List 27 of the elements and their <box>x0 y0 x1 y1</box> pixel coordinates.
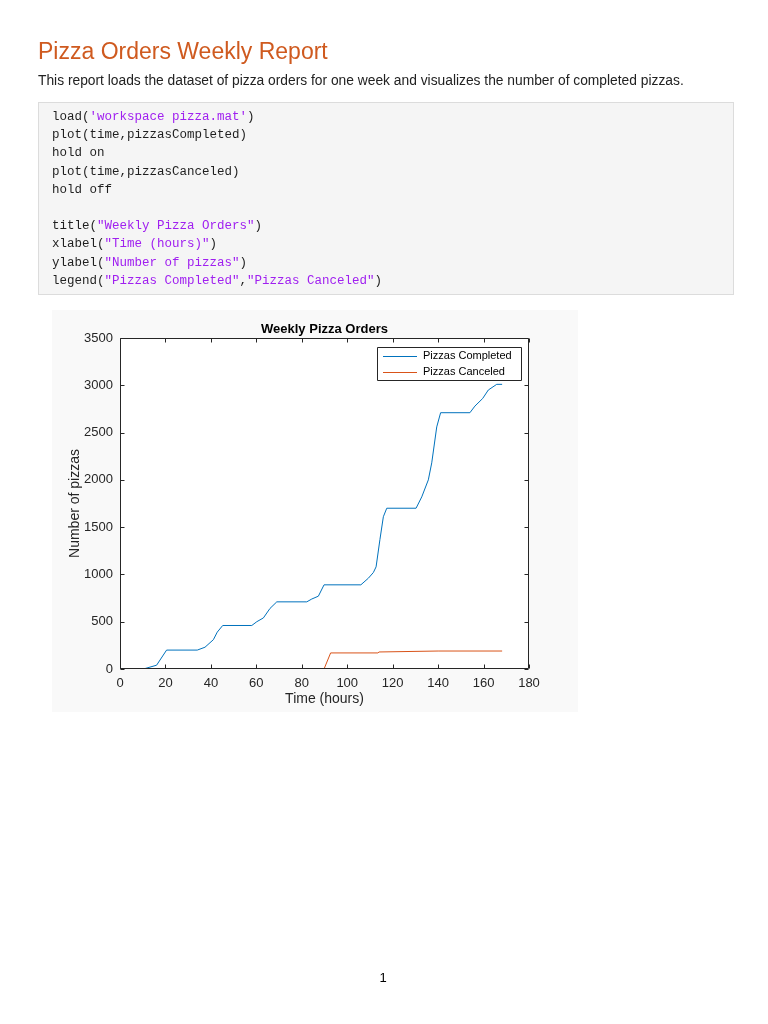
text: 1 <box>378 970 388 986</box>
x-tick-label: 180 <box>518 675 540 691</box>
x-tick-label: 40 <box>203 675 219 691</box>
x-axis-title: Time (hours) <box>285 690 364 707</box>
y-tick-label: 1500 <box>84 518 113 534</box>
y-tick-label: 500 <box>91 613 113 629</box>
legend-label: Pizzas Completed <box>423 349 512 362</box>
y-tick-label: 1000 <box>84 566 113 582</box>
x-tick-label: 140 <box>427 675 449 691</box>
x-tick-label: 120 <box>381 675 404 691</box>
text: This report loads the dataset of pizza orders for one week and visualizes the number of completed pizzas. <box>38 72 684 89</box>
y-tick-label: 0 <box>105 660 113 676</box>
x-tick-label: 0 <box>116 675 124 691</box>
legend-label: Pizzas Canceled <box>423 365 505 378</box>
text: load('workspace pizza.mat') plot(time,pizzasCompleted) hold on plot(time,pizzasCanceled) hold off title("Weekly Pizza Orders") xlabel("Time (hours)") ylabel("Number of pizzas") legend("Pizzas Completed","Pizzas Canceled") <box>52 110 383 288</box>
y-tick-label: 3500 <box>84 329 113 345</box>
x-tick-label: 80 <box>294 675 310 691</box>
y-tick-label: 2500 <box>84 424 113 440</box>
text: Pizza Orders Weekly Report <box>38 37 328 65</box>
x-tick-label: 20 <box>158 675 173 691</box>
x-tick-label: 100 <box>336 675 359 691</box>
chart-title: Weekly Pizza Orders <box>261 320 388 336</box>
x-tick-label: 160 <box>472 675 495 691</box>
x-tick-label: 60 <box>249 675 264 691</box>
y-tick-label: 2000 <box>84 471 113 487</box>
y-tick-label: 3000 <box>84 376 113 392</box>
y-axis-title: Number of pizzas <box>66 449 83 558</box>
